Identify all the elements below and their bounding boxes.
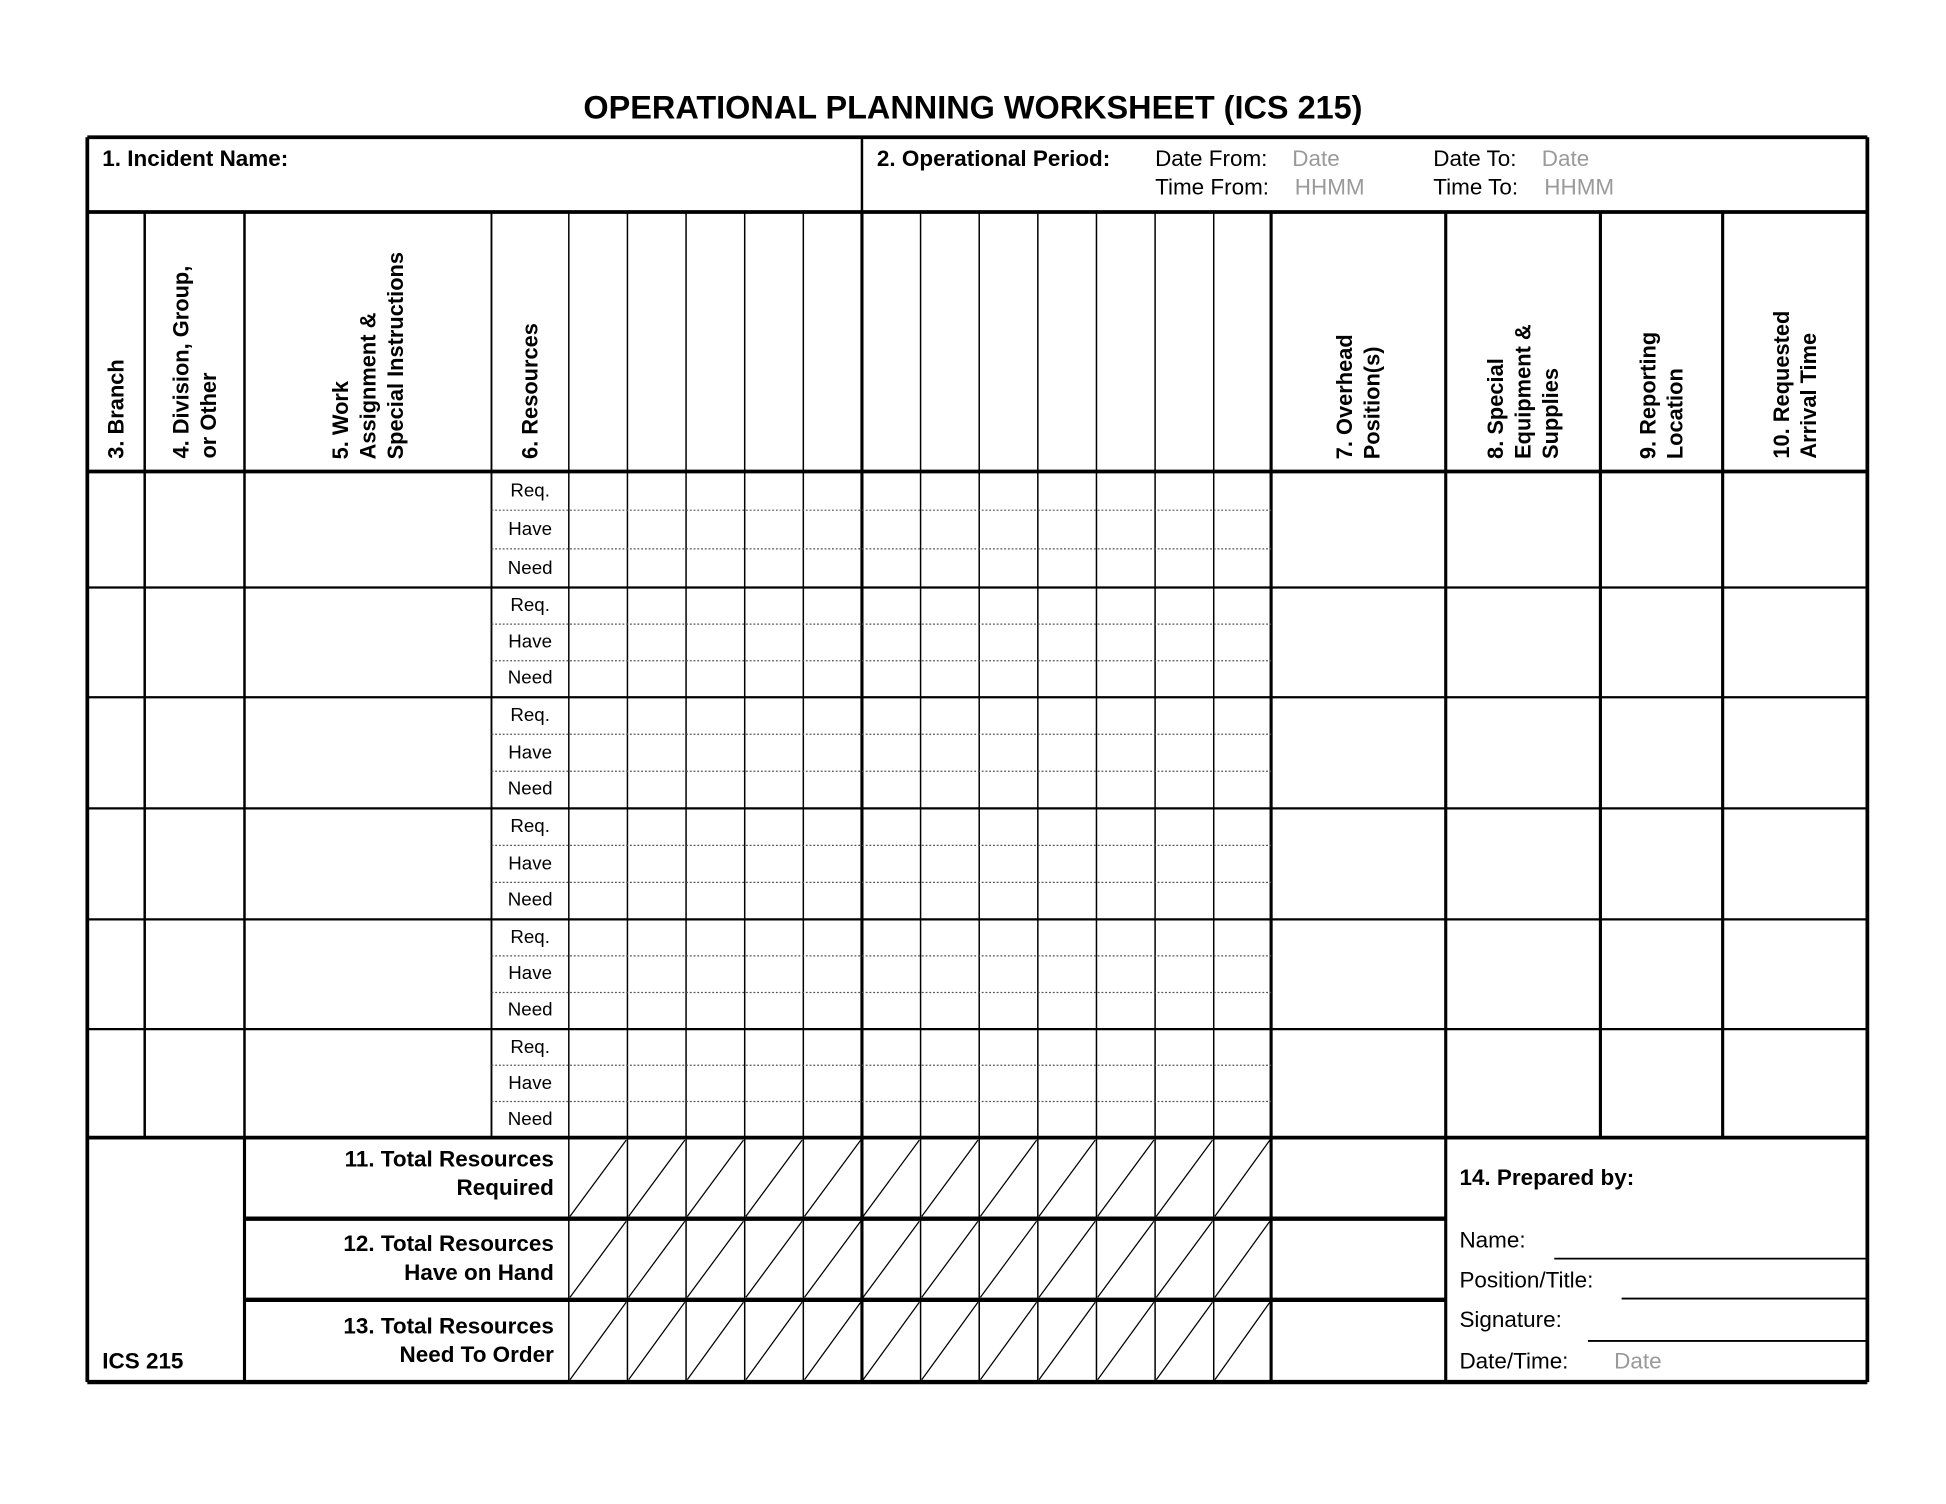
time-from-label: Time From: xyxy=(1155,174,1270,200)
total-cell-diagonal xyxy=(979,1139,1038,1217)
total-cell-diagonal xyxy=(1214,1301,1271,1380)
total-cell-diagonal xyxy=(862,1139,920,1217)
date-from-label: Date From: xyxy=(1155,145,1268,171)
resource-row-label-have: Have xyxy=(508,852,552,874)
resource-row-label-need: Need xyxy=(507,667,553,689)
date-to-label: Date To: xyxy=(1433,145,1517,171)
signature-label: Signature: xyxy=(1459,1307,1562,1333)
total-cell-diagonal xyxy=(804,1139,862,1217)
incident-name-field[interactable] xyxy=(90,175,860,210)
resource-row-label-have: Have xyxy=(508,962,552,985)
date-to-field[interactable]: Date xyxy=(1541,145,1590,171)
resource-row-label-need: Need xyxy=(507,889,553,911)
total-required-label: 11. Total Resources Required xyxy=(344,1146,554,1200)
resource-row-label-req: Req. xyxy=(510,1035,550,1058)
total-cell-diagonal xyxy=(745,1301,803,1380)
total-cell-diagonal xyxy=(1155,1139,1213,1217)
total-have-label: 12. Total Resources Have on Hand xyxy=(343,1231,554,1285)
form-id: ICS 215 xyxy=(102,1348,184,1374)
total-cell-diagonal xyxy=(628,1220,686,1298)
total-cell-diagonal xyxy=(1214,1139,1271,1217)
resource-row-label-have: Have xyxy=(508,741,552,763)
prepared-by-label: 14. Prepared by: xyxy=(1459,1165,1635,1191)
total-cell-diagonal xyxy=(745,1220,803,1298)
total-cell-diagonal xyxy=(1038,1139,1096,1217)
resource-row-label-need: Need xyxy=(507,1108,553,1130)
column-header-branch: 3. Branch xyxy=(103,359,129,460)
column-header-resources: 6. Resources xyxy=(517,323,543,460)
total-cell-diagonal xyxy=(1038,1220,1096,1298)
position-title-field[interactable] xyxy=(1622,1265,1866,1297)
form-title: OPERATIONAL PLANNING WORKSHEET (ICS 215) xyxy=(583,88,1363,126)
total-cell-diagonal xyxy=(804,1220,862,1298)
total-cell-diagonal xyxy=(921,1139,979,1217)
time-from-field[interactable]: HHMM xyxy=(1294,174,1365,200)
datetime-field[interactable]: Date xyxy=(1614,1348,1662,1374)
column-header-work-assignment: 5. Work Assignment & Special Instruction… xyxy=(328,251,408,460)
total-cell-diagonal xyxy=(569,1301,627,1380)
position-title-label: Position/Title: xyxy=(1459,1267,1594,1293)
total-cell-diagonal xyxy=(921,1220,979,1298)
total-cell-diagonal xyxy=(862,1301,920,1380)
resource-row-label-have: Have xyxy=(508,1072,552,1094)
resource-row-label-req: Req. xyxy=(510,594,550,616)
time-to-field[interactable]: HHMM xyxy=(1544,174,1615,200)
column-header-special-equipment: 8. Special Equipment & Supplies xyxy=(1483,324,1563,460)
total-cell-diagonal xyxy=(1097,1301,1155,1380)
total-cell-diagonal xyxy=(686,1220,744,1298)
resource-row-label-req: Req. xyxy=(510,926,550,948)
resource-row-label-have: Have xyxy=(508,518,552,540)
total-cell-diagonal xyxy=(569,1139,627,1217)
total-need-label: 13. Total Resources Need To Order xyxy=(343,1313,554,1368)
incident-name-label: 1. Incident Name: xyxy=(102,145,289,171)
total-cell-diagonal xyxy=(1155,1301,1213,1380)
time-to-label: Time To: xyxy=(1433,174,1519,200)
column-header-reporting-location: 9. Reporting Location xyxy=(1635,331,1688,460)
total-cell-diagonal xyxy=(1214,1220,1271,1298)
name-field[interactable] xyxy=(1554,1225,1866,1257)
resource-row-label-need: Need xyxy=(507,999,553,1021)
total-cell-diagonal xyxy=(569,1220,627,1298)
datetime-label: Date/Time: xyxy=(1459,1348,1569,1374)
name-label: Name: xyxy=(1459,1227,1526,1253)
total-cell-diagonal xyxy=(1038,1301,1096,1380)
operational-period-label: 2. Operational Period: xyxy=(876,145,1111,171)
total-cell-diagonal xyxy=(628,1139,686,1217)
resource-row-label-req: Req. xyxy=(510,704,550,726)
total-cell-diagonal xyxy=(1097,1139,1155,1217)
column-header-division: 4. Division, Group, or Other xyxy=(168,266,221,460)
resource-row-label-have: Have xyxy=(508,631,552,653)
total-cell-diagonal xyxy=(1097,1220,1155,1298)
total-cell-diagonal xyxy=(979,1301,1038,1380)
total-cell-diagonal xyxy=(686,1301,744,1380)
signature-field[interactable] xyxy=(1588,1305,1866,1340)
total-cell-diagonal xyxy=(745,1139,803,1217)
total-cell-diagonal xyxy=(862,1220,920,1298)
resource-row-label-need: Need xyxy=(507,778,553,800)
total-cell-diagonal xyxy=(804,1301,862,1380)
total-cell-diagonal xyxy=(686,1139,744,1217)
total-cell-diagonal xyxy=(979,1220,1038,1298)
total-cell-diagonal xyxy=(1155,1220,1213,1298)
resource-row-label-req: Req. xyxy=(510,815,550,837)
column-header-requested-arrival: 10. Requested Arrival Time xyxy=(1768,311,1822,460)
resource-row-label-need: Need xyxy=(507,556,553,579)
total-cell-diagonal xyxy=(921,1301,979,1380)
resource-row-label-req: Req. xyxy=(510,479,550,501)
date-from-field[interactable]: Date xyxy=(1292,145,1340,171)
column-header-overhead: 7. Overhead Position(s) xyxy=(1332,334,1385,460)
total-cell-diagonal xyxy=(628,1301,686,1380)
